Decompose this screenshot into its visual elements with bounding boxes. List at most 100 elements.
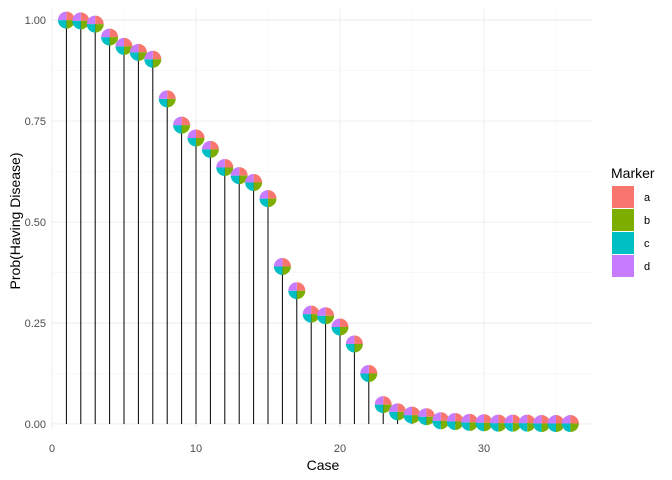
pie-slice-c xyxy=(259,198,268,208)
pie-slice-c xyxy=(158,98,168,108)
pie-point xyxy=(101,28,119,46)
pie-point xyxy=(115,37,133,55)
x-axis-title: Case xyxy=(307,457,340,473)
pie-slice-d xyxy=(259,190,268,199)
y-axis-title: Prob(Having Disease) xyxy=(7,153,23,290)
pie-slice-a xyxy=(239,167,248,176)
pie-slice-c xyxy=(547,423,556,433)
pie-slice-b xyxy=(152,59,162,68)
pie-slice-d xyxy=(86,15,96,25)
pie-point xyxy=(158,90,176,108)
pie-slice-d xyxy=(245,173,254,183)
pie-slice-b xyxy=(196,138,205,147)
pie-slice-d xyxy=(389,403,398,412)
pie-slice-a xyxy=(440,412,450,421)
pie-slice-b xyxy=(224,167,234,177)
pie-slice-a xyxy=(224,159,234,168)
pie-slice-c xyxy=(187,138,196,147)
pie-slice-b xyxy=(181,125,191,134)
pie-slice-c xyxy=(317,315,326,325)
pie-slice-a xyxy=(124,37,133,47)
pie-point xyxy=(273,257,291,275)
pie-point xyxy=(72,12,90,30)
pie-slice-b xyxy=(268,198,277,208)
pie-slice-c xyxy=(72,20,81,30)
pie-slice-c xyxy=(57,20,67,29)
pie-slice-d xyxy=(273,257,283,267)
pie-slice-a xyxy=(66,11,75,21)
pie-slice-d xyxy=(158,90,168,99)
pie-slice-d xyxy=(144,50,153,60)
pie-slice-c xyxy=(389,411,398,421)
pie-slice-b xyxy=(383,404,392,414)
pie-slice-c xyxy=(561,423,571,433)
pie-slice-a xyxy=(311,305,320,315)
stems xyxy=(65,20,571,424)
pie-slice-a xyxy=(340,318,349,328)
pie-slice-a xyxy=(152,50,162,60)
pie-slice-a xyxy=(196,129,205,139)
pie-slice-b xyxy=(124,46,133,55)
pie-slice-d xyxy=(489,414,499,424)
pie-slice-c xyxy=(475,422,484,432)
legend-title: Marker xyxy=(611,165,655,181)
pie-slice-b xyxy=(253,182,263,191)
pie-slice-d xyxy=(504,414,513,424)
pie-slice-c xyxy=(504,423,513,432)
pie-slice-d xyxy=(173,116,182,126)
legend-item-d: d xyxy=(612,255,650,277)
legend-label-b: b xyxy=(644,215,650,227)
pie-point xyxy=(389,403,407,421)
pie-point xyxy=(57,11,75,29)
pie-slice-c xyxy=(489,423,499,432)
pie-slice-d xyxy=(518,414,528,424)
pie-point xyxy=(288,282,306,300)
pie-slice-a xyxy=(95,15,104,25)
pie-slice-d xyxy=(403,406,412,416)
pie-point xyxy=(230,167,248,185)
pie-slice-c xyxy=(144,59,153,68)
legend-item-b: b xyxy=(612,209,650,231)
pie-slice-c xyxy=(201,149,211,158)
pie-slice-b xyxy=(167,98,176,108)
pie-point xyxy=(331,318,349,336)
pie-point xyxy=(187,129,205,147)
x-tick-label: 20 xyxy=(334,443,346,455)
pie-slice-a xyxy=(325,307,335,316)
pie-slice-c xyxy=(446,421,456,431)
pie-point xyxy=(216,159,234,177)
pie-slice-d xyxy=(288,282,297,291)
pie-slice-b xyxy=(282,266,291,275)
pie-slice-a xyxy=(570,415,579,424)
pie-slice-c xyxy=(86,24,96,33)
pie-slice-c xyxy=(331,327,340,336)
x-tick-label: 30 xyxy=(478,443,490,455)
y-tick-label: 0.25 xyxy=(25,318,46,330)
pie-slice-b xyxy=(210,149,219,158)
pie-slice-c xyxy=(302,314,312,323)
pie-point xyxy=(173,116,191,134)
pie-slice-d xyxy=(345,335,355,344)
pie-point xyxy=(201,140,219,158)
pie-point xyxy=(403,406,421,424)
pie-slice-c xyxy=(432,420,441,430)
pie-point xyxy=(144,50,162,68)
pie-slice-a xyxy=(268,190,277,199)
pie-slice-b xyxy=(95,24,104,33)
pie-slice-a xyxy=(412,406,421,416)
legend-label-a: a xyxy=(644,192,651,204)
pie-slice-d xyxy=(216,159,225,168)
pie-slice-d xyxy=(547,415,556,424)
pie-slice-d xyxy=(230,167,240,176)
pie-slice-a xyxy=(109,28,119,38)
pie-slice-d xyxy=(72,12,81,21)
pie-slice-c xyxy=(518,423,528,432)
pie-slice-c xyxy=(115,46,124,55)
pie-point xyxy=(417,408,435,426)
pie-slice-d xyxy=(115,37,124,47)
pie-slice-a xyxy=(80,12,90,21)
pie-slice-a xyxy=(368,364,378,374)
pie-slice-d xyxy=(302,305,312,315)
pie-slice-a xyxy=(455,413,464,422)
pie-slice-c xyxy=(360,373,369,382)
